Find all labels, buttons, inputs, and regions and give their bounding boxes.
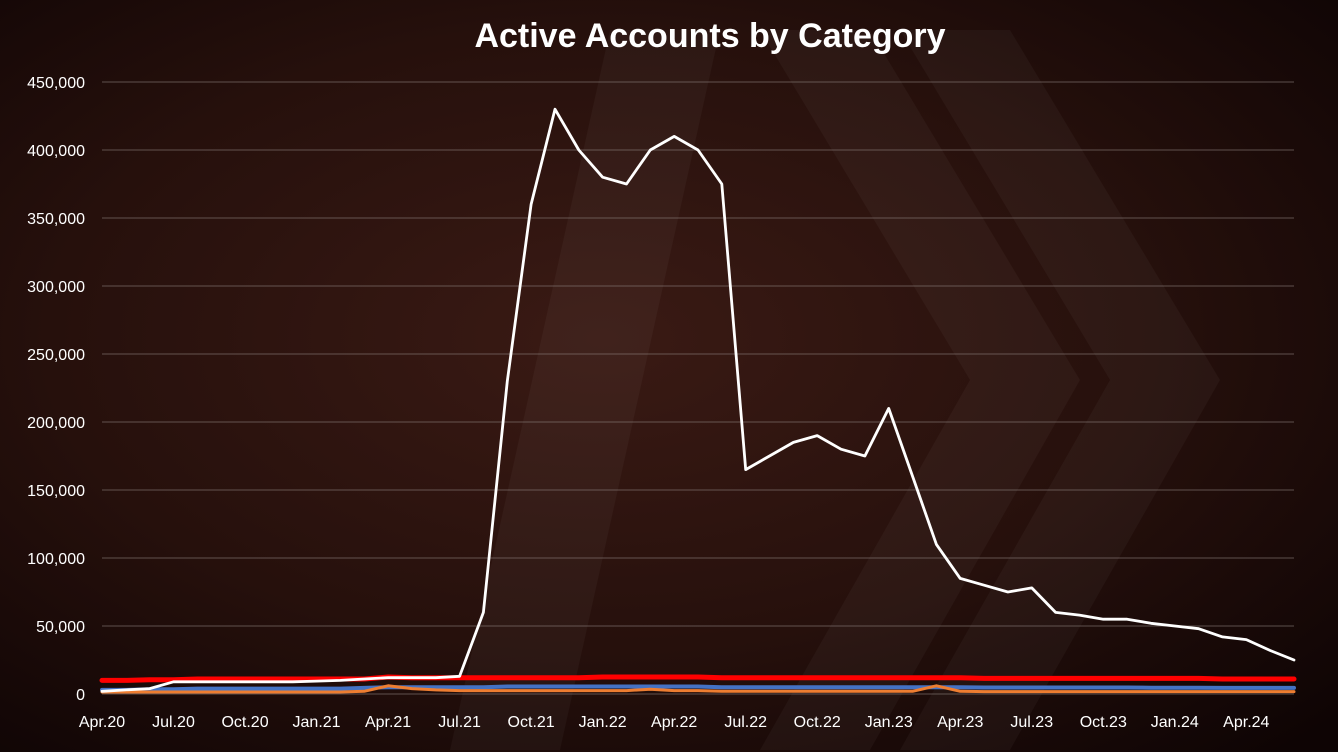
x-tick-label: Jul.20 bbox=[152, 714, 195, 731]
x-tick-label: Apr.20 bbox=[79, 714, 125, 731]
x-tick-label: Apr.22 bbox=[651, 714, 697, 731]
y-tick-label: 200,000 bbox=[27, 415, 85, 432]
x-tick-label: Jan.21 bbox=[293, 714, 341, 731]
x-tick-label: Oct.23 bbox=[1080, 714, 1127, 731]
y-tick-label: 150,000 bbox=[27, 483, 85, 500]
y-tick-label: 300,000 bbox=[27, 279, 85, 296]
x-axis-tick-labels: Apr.20 Jul.20 Oct.20 Jan.21 Apr.21 Jul.21 Oct.… bbox=[79, 714, 1270, 731]
x-tick-label: Oct.22 bbox=[794, 714, 841, 731]
chart-title: Active Accounts by Category bbox=[474, 17, 945, 55]
x-tick-label: Jul.23 bbox=[1010, 714, 1053, 731]
series-line bbox=[99, 674, 1297, 683]
x-tick-label: Apr.21 bbox=[365, 714, 411, 731]
y-tick-label: 250,000 bbox=[27, 347, 85, 364]
y-tick-label: 50,000 bbox=[36, 619, 85, 636]
series-lines bbox=[99, 107, 1297, 694]
y-tick-label: 350,000 bbox=[27, 211, 85, 228]
x-tick-label: Apr.23 bbox=[937, 714, 983, 731]
series-line bbox=[100, 684, 1296, 692]
y-tick-label: 450,000 bbox=[27, 75, 85, 92]
y-tick-label: 400,000 bbox=[27, 143, 85, 160]
x-tick-label: Apr.24 bbox=[1223, 714, 1269, 731]
x-tick-label: Jan.23 bbox=[865, 714, 913, 731]
x-tick-label: Jul.22 bbox=[724, 714, 767, 731]
x-tick-label: Oct.21 bbox=[508, 714, 555, 731]
y-tick-label: 0 bbox=[76, 687, 85, 704]
y-tick-label: 100,000 bbox=[27, 551, 85, 568]
x-tick-label: Jan.24 bbox=[1151, 714, 1199, 731]
series-line bbox=[100, 684, 1296, 694]
x-tick-label: Jul.21 bbox=[438, 714, 481, 731]
y-axis-tick-labels: 0 50,000 100,000 150,000 200,000 250,000 300,0… bbox=[27, 75, 85, 704]
series-line bbox=[100, 107, 1296, 693]
x-tick-label: Oct.20 bbox=[221, 714, 268, 731]
x-tick-label: Jan.22 bbox=[579, 714, 627, 731]
gridlines bbox=[102, 81, 1294, 695]
